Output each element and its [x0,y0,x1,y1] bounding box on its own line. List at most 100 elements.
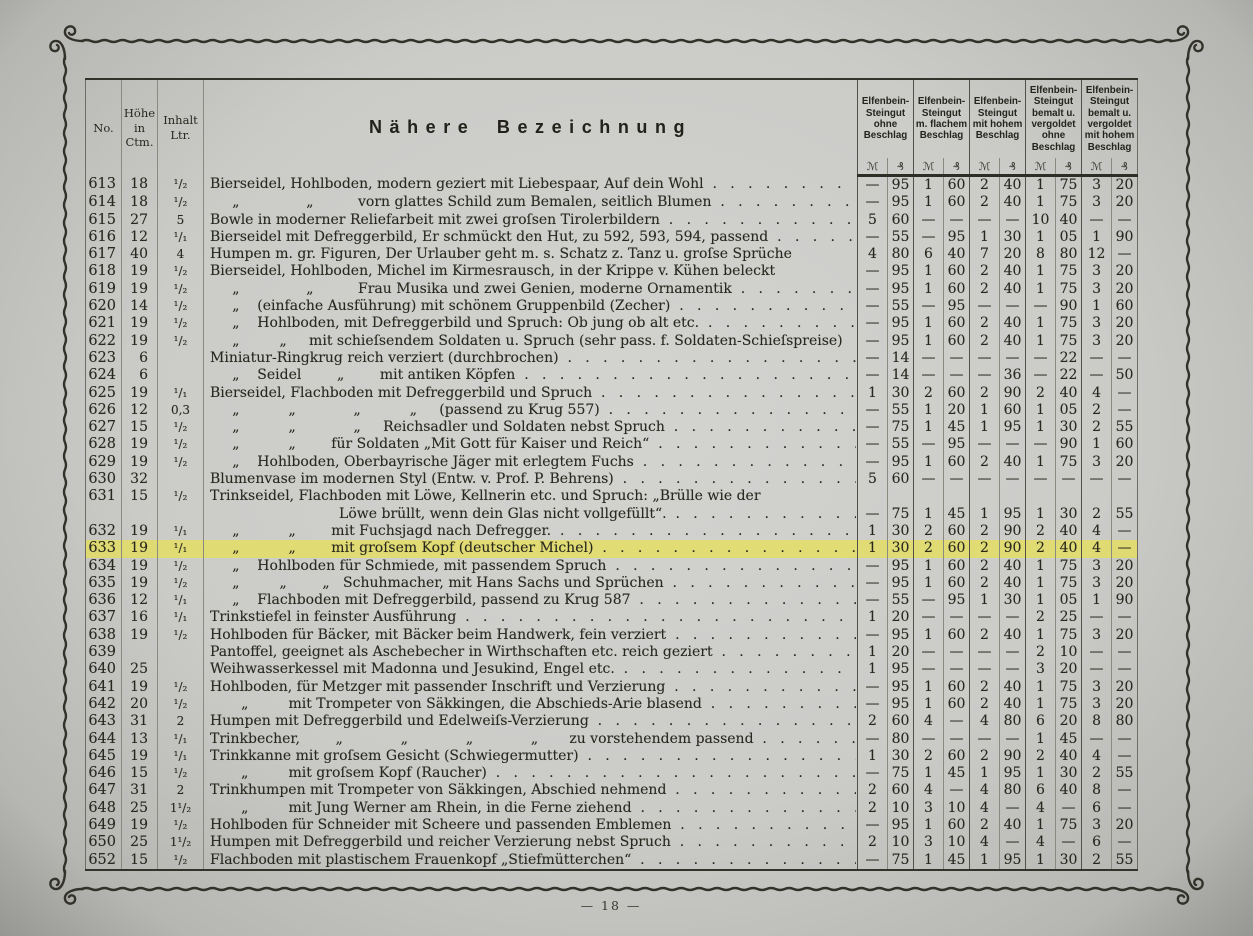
cell-mark: 1 [913,315,944,333]
cell-pfennig: — [999,471,1026,489]
cell-hoehe: 31 [121,782,158,800]
cell-mark: 1 [1081,228,1112,247]
cell-pfennig: 95 [886,695,914,714]
cell-mark: 2 [913,540,944,558]
cell-number: 647 [85,782,122,800]
cell-hoehe: 15 [121,419,158,437]
cell-pfennig: 55 [1111,765,1138,783]
cell-pfennig: 20 [1111,678,1138,696]
cell-pfennig: 60 [943,280,970,299]
pfennig-symbol: ₰ [1111,158,1138,177]
cell-pfennig: — [1111,401,1138,420]
cell-mark [969,488,1000,506]
cell-mark: — [857,765,888,783]
cell-mark: 2 [1025,522,1056,541]
description-text: Weihwasserkessel mit Madonna und Jesukin… [210,661,856,678]
table-row: 650 25 1¹/₂ Humpen mit Defreggerbild und re… [85,834,1138,852]
description-text: „ mit groſsem Kopf (Raucher) . . . . . .… [241,765,856,782]
cell-pfennig: 10 [886,799,914,817]
table-row: 632 19 ¹/₁ „ „ mit Fuchsjagd nach Defregge… [85,522,1138,541]
cell-description: Löwe brüllt, wenn dein Glas nicht vollge… [204,506,858,523]
cell-pfennig: 90 [1055,298,1082,316]
table-row: 627 15 ¹/₂ „ „ „ Reichsadler und Soldaten … [85,419,1138,437]
cell-mark: 2 [969,280,1000,299]
cell-pfennig: — [1111,644,1138,662]
cell-mark [1081,488,1112,506]
cell-description: „ „ vorn glattes Schild zum Bemalen, sei… [204,194,858,211]
cell-description: Hohlboden, für Metzger mit passender Ins… [204,679,858,696]
cell-number: 637 [85,609,122,627]
border-top-line [80,38,1174,44]
cell-pfennig: 20 [1055,661,1082,679]
cell-pfennig: — [943,782,970,800]
cell-mark: 1 [913,695,944,714]
cell-description: „ Hohlboden, mit Defreggerbild und Spruc… [204,315,858,332]
table-row: 617 40 4 Humpen m. gr. Figuren, Der Urlaube… [85,246,1138,264]
cell-pfennig: 95 [886,557,914,575]
mark-symbol: ℳ [1025,158,1056,177]
cell-pfennig: 30 [1055,851,1082,870]
cell-number: 635 [85,574,122,593]
border-left-line [62,55,68,875]
cell-mark: 4 [969,799,1000,817]
description-text: Humpen mit Defreggerbild und Edelweiſs-V… [210,713,852,730]
table-row: 626 12 0,3 „ „ „ „ (passend zu Krug 557) .… [85,401,1138,420]
cell-inhalt: ¹/₂ [157,765,204,783]
cell-inhalt: ¹/₂ [157,557,204,575]
cell-mark: 2 [857,782,888,800]
corner-ornament-top-right [1168,25,1204,61]
cell-mark: 2 [969,747,1000,766]
cell-number [85,505,122,523]
cell-pfennig: — [943,730,970,748]
cell-mark: 1 [913,557,944,575]
cell-pfennig: 40 [999,332,1026,350]
cell-inhalt [157,505,204,523]
cell-mark: 8 [1025,246,1056,264]
cell-mark: 3 [1081,315,1112,333]
cell-number: 652 [85,851,122,870]
cell-pfennig: 45 [943,851,970,870]
cell-pfennig: 20 [1111,315,1138,333]
cell-mark: 4 [969,782,1000,800]
cell-mark: 2 [969,175,1000,195]
cell-mark: — [857,419,888,437]
cell-number: 631 [85,488,122,506]
cell-number: 614 [85,194,122,212]
table-row: 642 20 ¹/₂ „ mit Trompeter von Säkkingen, … [85,695,1138,714]
cell-pfennig: 95 [999,505,1026,523]
cell-mark: 2 [1081,401,1112,420]
table-row: 630 32 Blumenvase im modernen Styl (Entw. … [85,471,1138,489]
cell-mark: 3 [1081,816,1112,835]
cell-mark: 2 [1025,540,1056,558]
table-row: 639 Pantoffel, geeignet als Aschebecher i… [85,644,1138,662]
cell-pfennig: 30 [886,522,914,541]
cell-mark: 1 [857,540,888,558]
cell-description: „ „ Frau Musika und zwei Genien, moderne… [204,281,858,298]
cell-number: 644 [85,730,122,748]
cell-hoehe: 6 [121,349,158,368]
cell-pfennig: 60 [943,332,970,350]
description-text: „ Hohlboden für Schmiede, mit passendem … [232,557,852,574]
cell-pfennig: — [1111,799,1138,817]
description-text: Bierseidel, Hohlboden, modern geziert mi… [210,176,856,193]
cell-number: 629 [85,453,122,472]
cell-mark: 6 [1081,834,1112,852]
cell-mark: 2 [969,194,1000,212]
cell-mark: 1 [1025,851,1056,870]
cell-mark: 4 [969,713,1000,731]
cell-pfennig: 55 [886,298,914,316]
cell-description: Blumenvase im modernen Styl (Entw. v. Pr… [204,471,858,488]
cell-pfennig: 30 [886,747,914,766]
cell-mark: 4 [969,834,1000,852]
cell-number: 622 [85,332,122,350]
description-text: Humpen mit Defreggerbild und reicher Ver… [210,834,845,851]
cell-pfennig: — [943,644,970,662]
cell-mark: 1 [969,851,1000,870]
description-text: „ „ „ Schuhmacher, mit Hans Sachs und Sp… [232,574,856,591]
cell-pfennig: — [1055,471,1082,489]
table-row: 616 12 ¹/₁ Bierseidel mit Defreggerbild, Er… [85,228,1138,247]
cell-pfennig: 95 [886,175,914,195]
cell-pfennig: 95 [999,419,1026,437]
table-row: 634 19 ¹/₂ „ Hohlboden für Schmiede, mit p… [85,557,1138,575]
